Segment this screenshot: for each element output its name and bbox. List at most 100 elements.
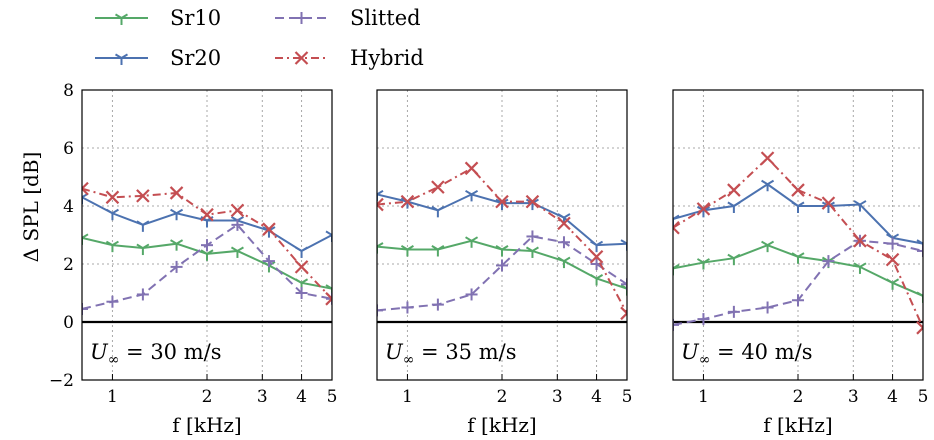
y-tick-label: −2 <box>49 371 74 391</box>
data-point-hybrid <box>431 180 445 194</box>
legend-label-slitted: Slitted <box>350 6 421 30</box>
data-point-slitted <box>526 230 539 243</box>
grid-lines <box>82 90 333 380</box>
data-point-slitted <box>82 302 88 315</box>
data-point-hybrid <box>105 190 120 205</box>
legend-marker-sr20 <box>114 53 129 65</box>
data-point-sr10 <box>673 263 680 276</box>
series-group <box>82 181 332 315</box>
data-point-sr20 <box>170 208 184 221</box>
data-point-sr10 <box>465 236 479 248</box>
legend-label-hybrid: Hybrid <box>350 46 424 70</box>
data-point-hybrid <box>727 183 741 197</box>
data-point-sr10 <box>916 291 923 303</box>
y-tick-label: 2 <box>63 255 74 275</box>
x-tick-label: 5 <box>622 387 633 407</box>
legend-entry-slitted: Slitted <box>275 6 421 30</box>
data-point-sr10 <box>377 242 384 254</box>
data-point-sr10 <box>230 246 244 258</box>
data-point-hybrid <box>169 186 184 200</box>
series-line-slitted <box>377 235 627 312</box>
x-tick-label: 3 <box>552 387 563 407</box>
x-tick-label: 2 <box>202 387 213 407</box>
y-axis-label: Δ SPL [dB] <box>19 152 43 263</box>
data-point-sr10 <box>431 245 445 257</box>
data-point-slitted <box>822 255 835 268</box>
speed-annotation: U∞ = 40 m/s <box>681 340 812 368</box>
data-point-sr20 <box>620 239 627 251</box>
data-point-sr10 <box>727 253 741 266</box>
data-point-hybrid <box>620 306 627 321</box>
x-axis-label: f [kHz] <box>763 413 832 437</box>
data-point-sr20 <box>916 239 923 251</box>
data-point-hybrid <box>589 249 604 264</box>
x-axis-label: f [kHz] <box>172 413 241 437</box>
series-line-sr20 <box>673 183 923 245</box>
series-group <box>377 161 627 321</box>
data-point-slitted <box>697 313 710 326</box>
grid-lines <box>673 90 924 380</box>
data-point-sr10 <box>525 246 539 258</box>
y-tick-label: 8 <box>63 81 74 101</box>
x-tick-label: 1 <box>107 387 118 407</box>
data-point-hybrid <box>557 216 571 231</box>
data-point-hybrid <box>230 203 245 218</box>
data-point-sr10 <box>136 243 150 256</box>
x-tick-label: 1 <box>402 387 413 407</box>
data-point-slitted <box>621 278 627 291</box>
data-point-sr10 <box>886 278 900 290</box>
data-point-hybrid <box>200 207 214 222</box>
data-point-slitted <box>496 259 508 272</box>
x-axis-label: f [kHz] <box>467 413 536 437</box>
data-point-slitted <box>170 260 183 273</box>
data-point-slitted <box>106 295 119 308</box>
x-tick-label: 5 <box>918 387 929 407</box>
legend: Sr10 Sr20 Slitted Hybrid <box>95 6 424 70</box>
data-point-sr20 <box>590 240 604 253</box>
y-tick-label: 6 <box>63 139 74 159</box>
legend-marker-sr10 <box>114 13 129 25</box>
legend-marker-slitted <box>295 12 308 24</box>
data-point-sr20 <box>295 246 309 258</box>
data-point-sr10 <box>590 274 604 286</box>
data-point-hybrid <box>82 181 89 196</box>
data-point-slitted <box>557 236 570 249</box>
data-point-hybrid <box>400 194 415 209</box>
data-point-slitted <box>917 244 923 257</box>
speed-annotation: U∞ = 35 m/s <box>385 340 516 368</box>
data-point-sr20 <box>673 214 680 227</box>
x-tick-label: 1 <box>698 387 709 407</box>
data-point-slitted <box>792 294 804 307</box>
y-tick-label: 4 <box>63 197 74 217</box>
data-point-slitted <box>673 318 679 331</box>
data-point-hybrid <box>262 222 276 236</box>
data-point-hybrid <box>325 292 332 306</box>
data-point-slitted <box>295 287 308 299</box>
x-tick-label: 4 <box>887 387 898 407</box>
y-tick-label: 0 <box>63 313 74 333</box>
data-point-slitted <box>727 305 740 318</box>
legend-entry-sr20: Sr20 <box>95 46 221 70</box>
legend-entry-hybrid: Hybrid <box>275 46 424 70</box>
x-tick-label: 5 <box>327 387 338 407</box>
x-tick-label: 2 <box>793 387 804 407</box>
legend-label-sr10: Sr10 <box>170 6 221 30</box>
data-point-sr10 <box>791 252 805 264</box>
data-point-sr10 <box>495 245 509 257</box>
data-point-slitted <box>231 218 244 231</box>
data-point-sr10 <box>696 258 710 270</box>
legend-label-sr20: Sr20 <box>170 46 221 70</box>
data-point-slitted <box>201 239 213 252</box>
data-point-hybrid <box>885 252 900 267</box>
data-point-sr10 <box>105 240 119 253</box>
data-point-sr20 <box>377 189 384 202</box>
data-point-sr20 <box>136 220 150 232</box>
data-point-sr20 <box>761 179 775 192</box>
panel-2: 1 2 3 4 5 f [kHz] U∞ = 35 m/s <box>376 89 633 437</box>
data-point-sr10 <box>82 233 89 245</box>
data-point-slitted <box>262 255 275 268</box>
data-point-hybrid <box>821 196 836 210</box>
x-tick-label: 2 <box>497 387 508 407</box>
